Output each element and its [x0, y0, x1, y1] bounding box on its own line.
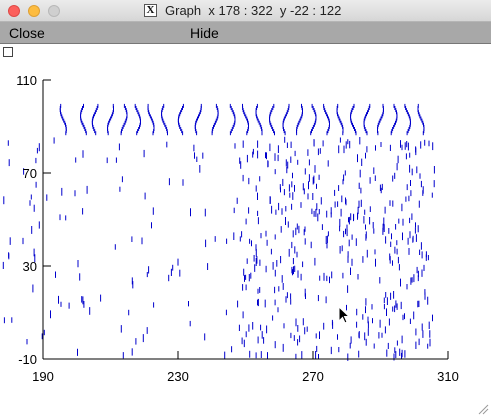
window-titlebar: X Graph x 178 : 322 y -22 : 122 — [0, 0, 491, 22]
window-title: Graph x 178 : 322 y -22 : 122 — [165, 3, 342, 18]
window-close-icon[interactable] — [8, 5, 20, 17]
close-button[interactable]: Close — [9, 25, 45, 41]
y-tick-label: 70 — [23, 166, 37, 181]
menu-bar: Close Hide — [0, 22, 491, 44]
hide-button[interactable]: Hide — [190, 25, 219, 41]
y-tick-label: -10 — [18, 352, 37, 367]
window-minimize-icon[interactable] — [28, 5, 40, 17]
x-tick-label: 190 — [32, 369, 54, 384]
spike-layer — [2, 103, 435, 361]
x-tick-label: 230 — [167, 369, 189, 384]
x11-app-icon: X — [144, 4, 157, 17]
resize-grip-icon[interactable] — [477, 403, 489, 415]
checkbox-icon[interactable] — [3, 47, 13, 57]
y-tick-label: 110 — [16, 73, 37, 88]
tick-layer: 190 230 270 310 110 70 30 -10 — [16, 73, 459, 384]
y-tick-label: 30 — [23, 259, 37, 274]
window-zoom-icon[interactable] — [48, 5, 60, 17]
arrow-cursor-icon — [338, 306, 351, 324]
x-tick-label: 270 — [302, 369, 324, 384]
x-tick-label: 310 — [437, 369, 459, 384]
